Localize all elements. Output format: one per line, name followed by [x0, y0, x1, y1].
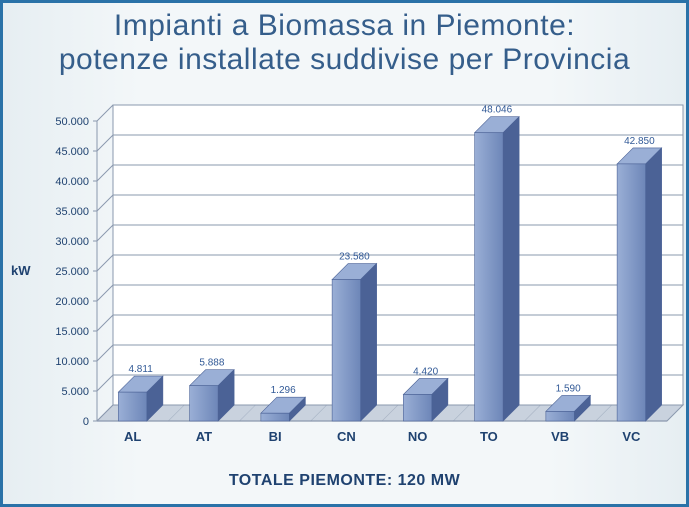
- bar-value-label: 4.420: [413, 366, 438, 377]
- y-tick-label: 45.000: [55, 146, 89, 158]
- x-tick-label: VB: [551, 429, 569, 444]
- bar: [332, 280, 361, 421]
- bar-value-label: 1.590: [556, 383, 581, 394]
- bar-value-label: 23.580: [339, 252, 370, 263]
- y-tick-label: 0: [83, 416, 89, 428]
- bar-value-label: 5.888: [199, 358, 224, 369]
- chart-frame: Impianti a Biomassa in Piemonte: potenze…: [0, 0, 689, 507]
- y-tick-label: 25.000: [55, 266, 89, 278]
- y-tick-label: 15.000: [55, 326, 89, 338]
- bar-value-label: 4.811: [128, 364, 153, 375]
- bar: [261, 413, 290, 421]
- bar: [403, 394, 432, 421]
- chart-title: Impianti a Biomassa in Piemonte: potenze…: [3, 9, 686, 76]
- y-axis-label: kW: [11, 263, 31, 278]
- y-tick-label: 20.000: [55, 296, 89, 308]
- bar: [617, 164, 646, 421]
- x-tick-label: TO: [480, 429, 498, 444]
- bar: [118, 392, 147, 421]
- y-tick-label: 35.000: [55, 206, 89, 218]
- y-tick-label: 30.000: [55, 236, 89, 248]
- bar-chart: 0 5.000 10.000 15.000 20.000 25.000 30.000 35.0…: [37, 91, 689, 487]
- title-line-2: potenze installate suddivise per Provinc…: [59, 43, 630, 76]
- x-tick-label: AT: [196, 429, 212, 444]
- bar-value-label: 42.850: [624, 136, 655, 147]
- x-tick-label: BI: [269, 429, 282, 444]
- title-line-1: Impianti a Biomassa in Piemonte:: [114, 9, 575, 42]
- bar: [546, 411, 575, 421]
- x-tick-label: VC: [622, 429, 641, 444]
- x-tick-label: CN: [337, 429, 356, 444]
- y-tick-label: 10.000: [55, 356, 89, 368]
- bar-value-label: 48.046: [482, 105, 513, 116]
- y-tick-label: 50.000: [55, 116, 89, 128]
- chart-footer: TOTALE PIEMONTE: 120 MW: [3, 472, 686, 490]
- y-tick-label: 40.000: [55, 176, 89, 188]
- y-tick-label: 5.000: [61, 386, 89, 398]
- x-tick-label: NO: [408, 429, 428, 444]
- bar: [475, 133, 504, 421]
- bar: [190, 386, 219, 421]
- bar-value-label: 1.296: [271, 385, 296, 396]
- x-tick-label: AL: [124, 429, 141, 444]
